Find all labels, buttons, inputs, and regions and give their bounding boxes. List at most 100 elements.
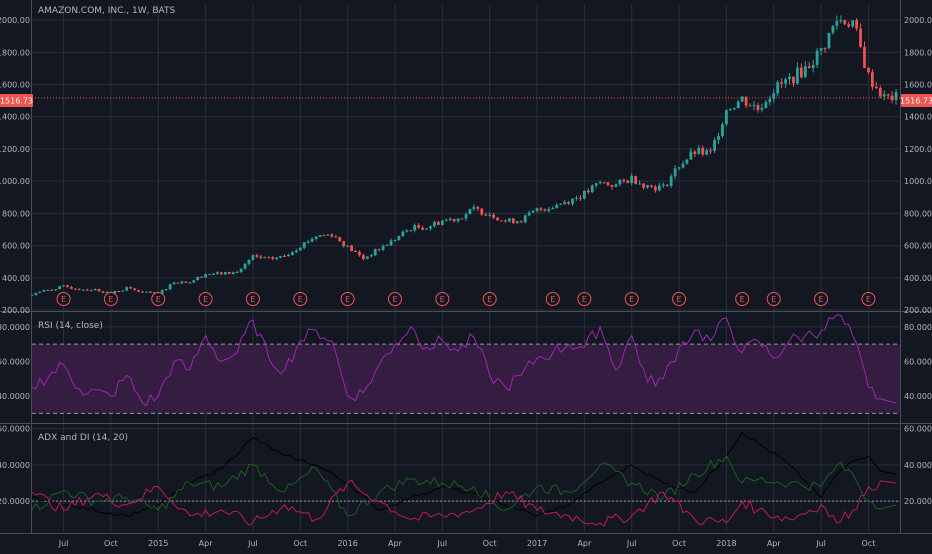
price-candle xyxy=(669,173,673,188)
price-candle xyxy=(657,182,661,192)
price-candle xyxy=(287,253,290,257)
price-candle xyxy=(89,289,93,292)
price-candle xyxy=(760,103,764,113)
price-candle xyxy=(673,165,677,180)
price-candle xyxy=(279,255,282,259)
price-candle xyxy=(752,101,756,111)
price-candle xyxy=(721,122,724,139)
price-candle xyxy=(160,289,164,294)
price-candle xyxy=(354,250,357,253)
price-candle xyxy=(223,271,227,275)
earnings-marker[interactable]: E xyxy=(245,292,260,306)
earnings-marker[interactable]: E xyxy=(624,292,639,306)
price-candle xyxy=(610,184,614,190)
price-candle xyxy=(133,288,136,291)
price-candle xyxy=(62,285,65,287)
price-candle xyxy=(346,245,350,248)
earnings-marker[interactable]: E xyxy=(577,292,592,306)
price-candle xyxy=(220,271,223,275)
earnings-marker[interactable]: E xyxy=(198,292,213,306)
price-candle xyxy=(365,256,369,260)
price-candle xyxy=(523,214,527,224)
grid-lines xyxy=(32,4,900,532)
price-candle xyxy=(440,219,444,226)
pane-separators[interactable] xyxy=(0,0,932,534)
rsi-band xyxy=(32,343,900,502)
price-candle xyxy=(314,235,318,241)
x-axis-label: 2017 xyxy=(527,539,547,548)
price-candle xyxy=(740,95,744,102)
price-candle xyxy=(267,256,271,259)
price-candle xyxy=(188,281,192,284)
earnings-marker[interactable]: E xyxy=(293,292,308,306)
earnings-marker[interactable]: E xyxy=(482,292,497,306)
price-candle xyxy=(618,179,622,187)
price-candle xyxy=(709,147,712,155)
rsi-line xyxy=(31,314,897,407)
price-candle xyxy=(85,288,89,291)
price-candle xyxy=(634,175,638,185)
rsi-pane-title: RSI (14, close) xyxy=(38,321,103,331)
earnings-marker[interactable]: E xyxy=(340,292,355,306)
price-candle xyxy=(843,19,847,25)
earnings-marker-label: E xyxy=(250,295,255,304)
earnings-marker[interactable]: E xyxy=(861,292,876,306)
earnings-marker[interactable]: E xyxy=(735,292,750,306)
earnings-marker[interactable]: E xyxy=(545,292,560,306)
earnings-marker-label: E xyxy=(740,295,745,304)
price-candle xyxy=(145,291,148,293)
price-candle xyxy=(571,198,574,207)
price-ytick-right: 600.00 xyxy=(904,242,932,251)
earnings-marker-label: E xyxy=(677,295,682,304)
price-candle xyxy=(559,203,563,206)
price-candle xyxy=(42,289,46,292)
rsi-ytick-right: 40.0000 xyxy=(904,392,932,401)
price-ytick-right: 800.00 xyxy=(904,209,932,218)
price-candle xyxy=(452,218,456,223)
price-candle xyxy=(807,61,811,69)
adx-pane-title: ADX and DI (14, 20) xyxy=(38,433,128,443)
earnings-marker[interactable]: E xyxy=(103,292,118,306)
price-candle xyxy=(630,173,634,186)
price-candle xyxy=(413,223,417,233)
price-candle xyxy=(681,160,685,169)
price-candle xyxy=(539,207,543,212)
price-candle xyxy=(598,180,602,185)
price-candle xyxy=(105,290,109,293)
price-candle xyxy=(212,272,215,275)
price-ytick-right: 2000.00 xyxy=(904,16,932,25)
price-candle xyxy=(330,233,334,238)
price-candle xyxy=(358,250,361,257)
price-candle xyxy=(291,251,294,256)
price-candle xyxy=(496,217,499,221)
price-candle xyxy=(867,67,870,75)
earnings-marker-label: E xyxy=(550,295,555,304)
x-axis-label: Jul xyxy=(247,539,258,548)
price-ytick-left: 2000.00 xyxy=(0,16,30,25)
price-candle xyxy=(847,21,851,29)
x-axis-label: Jul xyxy=(58,539,69,548)
price-candle xyxy=(511,217,515,224)
price-candle xyxy=(567,200,570,206)
price-candle xyxy=(547,206,551,213)
earnings-marker[interactable]: E xyxy=(766,292,781,306)
price-pane-title: AMAZON.COM, INC., 1W, BATS xyxy=(38,6,176,16)
x-axis-label: Oct xyxy=(862,539,876,548)
earnings-marker[interactable]: E xyxy=(435,292,450,306)
price-candle xyxy=(464,212,468,221)
earnings-marker[interactable]: E xyxy=(672,292,687,306)
earnings-marker-label: E xyxy=(582,295,587,304)
price-ytick-right: 1400.00 xyxy=(904,113,932,122)
price-candle xyxy=(504,219,507,223)
price-candle xyxy=(66,284,69,288)
earnings-marker-label: E xyxy=(345,295,350,304)
price-ytick-left: 1600.00 xyxy=(0,81,30,90)
x-axis-label: 2016 xyxy=(337,539,357,548)
earnings-marker[interactable]: E xyxy=(56,292,71,306)
earnings-marker[interactable]: E xyxy=(151,292,166,306)
price-candle xyxy=(500,220,503,222)
earnings-marker[interactable]: E xyxy=(814,292,829,306)
earnings-marker[interactable]: E xyxy=(387,292,402,306)
